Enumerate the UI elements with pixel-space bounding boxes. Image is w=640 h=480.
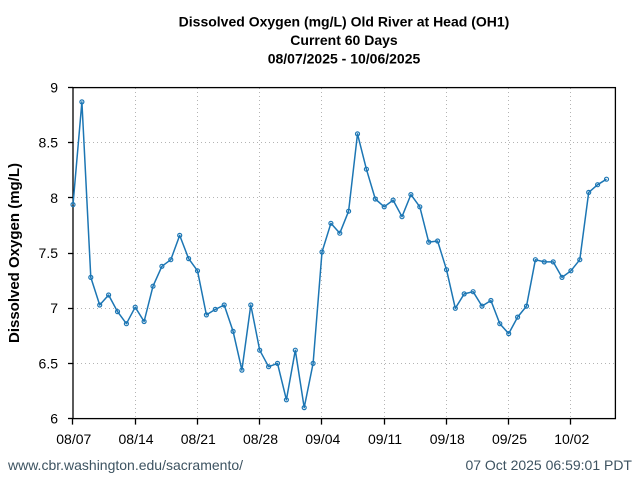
svg-text:Current 60 Days: Current 60 Days xyxy=(290,32,398,48)
svg-text:Dissolved Oxygen (mg/L): Dissolved Oxygen (mg/L) xyxy=(6,163,23,343)
svg-text:07 Oct 2025 06:59:01 PDT: 07 Oct 2025 06:59:01 PDT xyxy=(465,457,632,473)
svg-text:8: 8 xyxy=(50,190,58,206)
svg-text:10/02: 10/02 xyxy=(554,431,589,447)
svg-text:9: 9 xyxy=(50,80,58,96)
svg-text:09/18: 09/18 xyxy=(430,431,465,447)
svg-text:7: 7 xyxy=(50,300,58,316)
svg-text:7.5: 7.5 xyxy=(39,245,59,261)
svg-text:6: 6 xyxy=(50,411,58,427)
svg-text:08/07: 08/07 xyxy=(56,431,91,447)
svg-text:09/25: 09/25 xyxy=(492,431,527,447)
svg-text:08/07/2025 - 10/06/2025: 08/07/2025 - 10/06/2025 xyxy=(268,51,421,67)
svg-text:08/14: 08/14 xyxy=(119,431,154,447)
svg-text:08/28: 08/28 xyxy=(243,431,278,447)
svg-text:09/04: 09/04 xyxy=(305,431,340,447)
svg-text:6.5: 6.5 xyxy=(39,355,59,371)
svg-text:8.5: 8.5 xyxy=(39,135,59,151)
svg-text:Dissolved Oxygen (mg/L) Old Ri: Dissolved Oxygen (mg/L) Old River at Hea… xyxy=(179,14,510,30)
svg-text:08/21: 08/21 xyxy=(181,431,216,447)
svg-text:www.cbr.washington.edu/sacrame: www.cbr.washington.edu/sacramento/ xyxy=(7,457,243,473)
svg-text:09/11: 09/11 xyxy=(368,431,402,447)
